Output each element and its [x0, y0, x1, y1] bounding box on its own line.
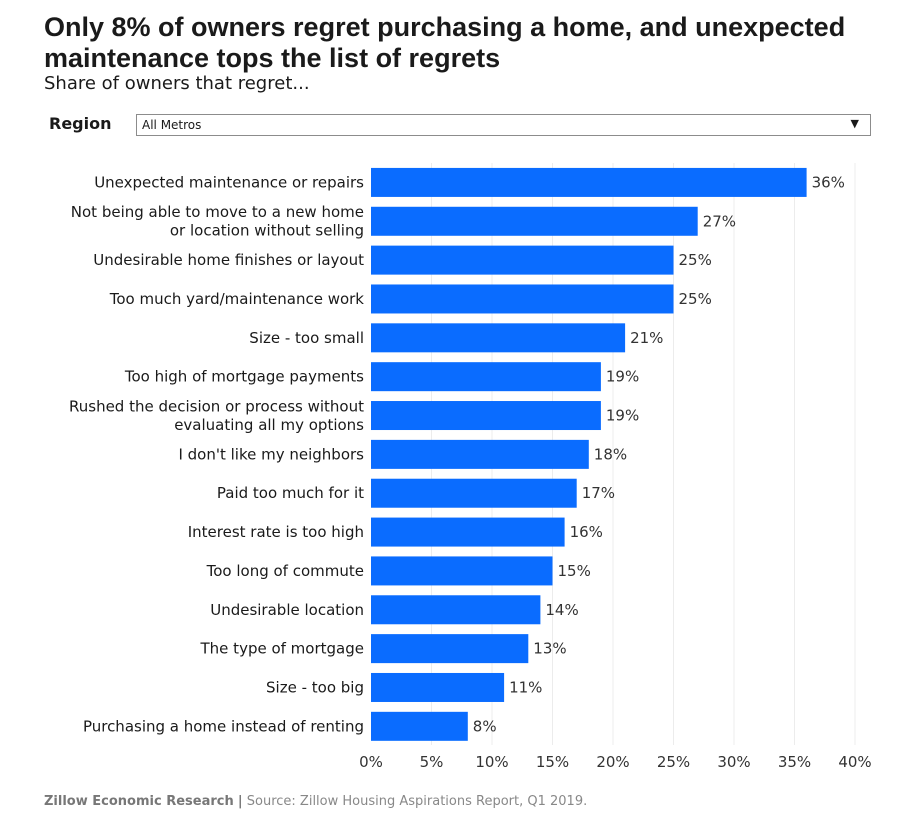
category-label: evaluating all my options — [174, 416, 364, 434]
bar-value-label: 36% — [812, 173, 845, 191]
bar-value-label: 16% — [570, 523, 603, 541]
bar — [371, 362, 601, 392]
category-label: Size - too big — [266, 678, 364, 696]
bar — [371, 439, 589, 469]
category-label: Size - too small — [249, 329, 364, 347]
region-filter-label: Region — [49, 114, 112, 133]
bar-value-label: 25% — [679, 251, 712, 269]
category-label: The type of mortgage — [200, 640, 364, 658]
category-label: Interest rate is too high — [188, 523, 364, 541]
category-label: Undesirable home finishes or layout — [93, 251, 364, 269]
category-label: Too much yard/maintenance work — [109, 290, 365, 308]
category-label: Too high of mortgage payments — [124, 368, 364, 386]
x-tick-label: 5% — [420, 753, 444, 771]
category-label: Too long of commute — [206, 562, 364, 580]
bar-value-label: 8% — [473, 717, 497, 735]
bar-value-label: 19% — [606, 407, 639, 425]
footer-org: Zillow Economic Research — [44, 794, 234, 809]
bar-value-label: 18% — [594, 445, 627, 463]
chevron-down-icon[interactable]: ▼ — [850, 117, 859, 130]
bar — [371, 245, 674, 275]
category-label: I don't like my neighbors — [178, 445, 364, 463]
x-tick-label: 25% — [657, 753, 690, 771]
bar-value-label: 19% — [606, 368, 639, 386]
chart-subtitle: Share of owners that regret... — [44, 73, 310, 94]
x-tick-label: 20% — [596, 753, 629, 771]
category-label: Purchasing a home instead of renting — [83, 717, 364, 735]
bar — [371, 517, 565, 547]
footer-source: Source: Zillow Housing Aspirations Repor… — [246, 794, 588, 809]
category-label: Undesirable location — [210, 601, 364, 619]
category-label: Unexpected maintenance or repairs — [94, 173, 364, 191]
bar-value-label: 15% — [558, 562, 591, 580]
category-label: Rushed the decision or process without — [69, 397, 364, 415]
x-tick-label: 35% — [778, 753, 811, 771]
bar — [371, 634, 529, 664]
bar — [371, 167, 807, 197]
bar — [371, 672, 505, 702]
region-select-value: All Metros — [142, 118, 202, 132]
bar — [371, 595, 541, 625]
category-label: Paid too much for it — [217, 484, 364, 502]
bar-value-label: 17% — [582, 484, 615, 502]
bar — [371, 478, 577, 508]
bar-value-label: 21% — [630, 329, 663, 347]
x-tick-label: 0% — [359, 753, 383, 771]
x-tick-label: 40% — [838, 753, 871, 771]
bar — [371, 284, 674, 314]
x-tick-label: 10% — [475, 753, 508, 771]
x-tick-label: 15% — [536, 753, 569, 771]
region-select[interactable]: All Metros ▼ — [136, 114, 871, 136]
footer-separator: | — [237, 794, 243, 809]
bar-value-label: 13% — [533, 640, 566, 658]
bar — [371, 206, 698, 236]
footer-credit: Zillow Economic Research | Source: Zillo… — [44, 794, 587, 809]
bar-value-label: 11% — [509, 678, 542, 696]
category-label: Not being able to move to a new home — [71, 203, 364, 221]
bar — [371, 711, 468, 741]
bar — [371, 401, 601, 431]
bar — [371, 556, 553, 586]
bar-value-label: 25% — [679, 290, 712, 308]
x-tick-label: 30% — [717, 753, 750, 771]
bar-value-label: 27% — [703, 212, 736, 230]
category-label: or location without selling — [170, 222, 364, 240]
chart-title: Only 8% of owners regret purchasing a ho… — [44, 12, 846, 73]
bar-value-label: 14% — [545, 601, 578, 619]
bar — [371, 323, 626, 353]
